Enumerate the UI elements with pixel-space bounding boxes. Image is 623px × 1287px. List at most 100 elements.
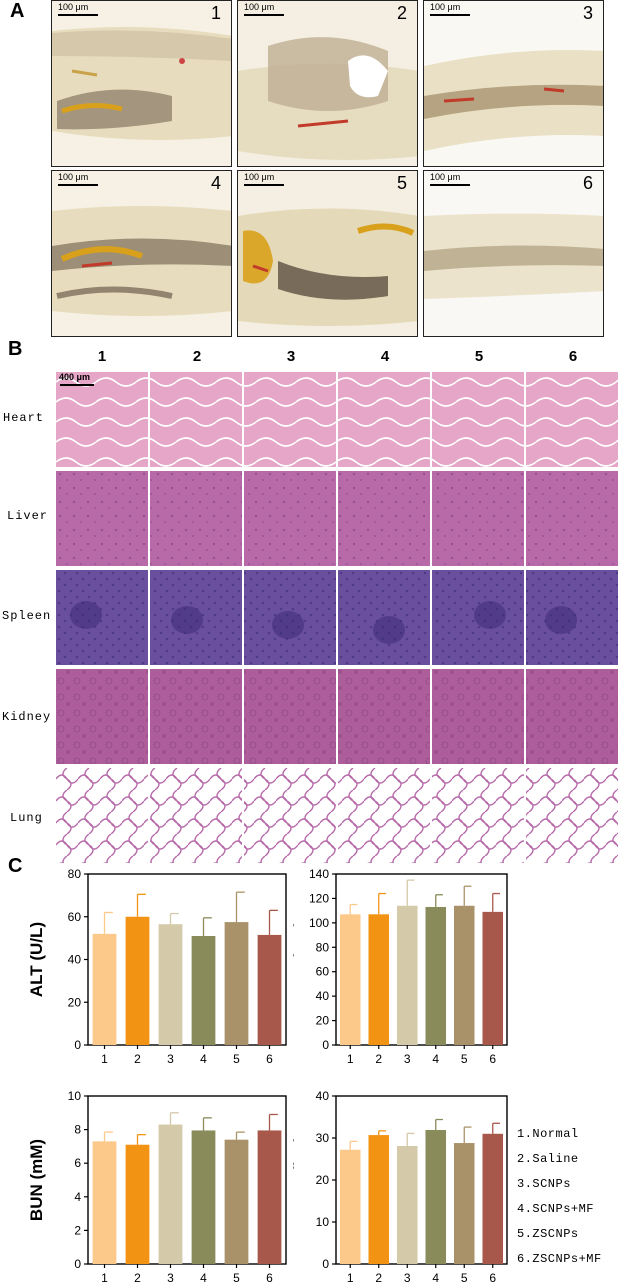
- x-tick-label: 3: [404, 1052, 411, 1066]
- y-tick-label: 10: [68, 1090, 82, 1103]
- tissue-tile-liver: [56, 471, 148, 566]
- bar: [92, 933, 117, 1045]
- scale-bar: [60, 384, 94, 386]
- y-tick-label: 60: [316, 965, 330, 979]
- tile-number: 6: [582, 173, 593, 193]
- scale-bar: [58, 184, 98, 186]
- y-tick-label: 60: [68, 910, 82, 924]
- scale-bar: [430, 14, 470, 16]
- chart-crea: 0 10 20 30 40 CREA (μM) 1 2 3 4 5 6: [293, 1090, 508, 1285]
- tissue-tile-liver: [244, 471, 336, 566]
- panel-b-letter: B: [8, 338, 23, 360]
- y-tick-label: 0: [74, 1038, 81, 1052]
- y-tick-label: 100: [309, 916, 329, 930]
- scale-bar-label: 100 μm: [58, 2, 89, 12]
- x-tick-label: 1: [347, 1271, 354, 1285]
- legend-item: 1.Normal: [517, 1127, 579, 1141]
- plot-frame: [335, 873, 508, 1046]
- x-tick-label: 2: [375, 1271, 382, 1285]
- plot-frame: [87, 1095, 287, 1265]
- bar: [158, 1124, 183, 1264]
- x-tick-label: 5: [461, 1052, 468, 1066]
- bar: [425, 906, 447, 1045]
- bar: [257, 1130, 282, 1264]
- chart-alt: 0 20 40 60 80 ALT (U/L) 1 2 3 4 5 6: [27, 868, 287, 1066]
- y-tick-label: 0: [74, 1257, 81, 1271]
- histology-tile-3: 100 μm 3: [423, 0, 604, 167]
- bar: [396, 905, 418, 1045]
- legend: 1.Normal 2.Saline 3.SCNPs 4.SCNPs+MF 5.Z…: [517, 1127, 602, 1277]
- y-tick-label: 20: [68, 995, 82, 1009]
- bar: [339, 1149, 361, 1264]
- bone-section-image: [424, 1, 603, 166]
- bar: [224, 1139, 249, 1264]
- tissue-tile-liver: [150, 471, 242, 566]
- plot-frame: [335, 1095, 508, 1265]
- tissue-tile-heart: [244, 372, 336, 467]
- row-label-lung: Lung: [10, 811, 43, 825]
- column-header: 1: [97, 348, 107, 365]
- bone-section-image: [424, 171, 603, 336]
- y-axis-label: ALT (U/L): [27, 922, 46, 997]
- scale-bar: [244, 184, 284, 186]
- panel-a-letter: A: [10, 0, 25, 22]
- y-tick-label: 8: [74, 1123, 81, 1137]
- y-axis-label: CREA (μM): [293, 1136, 294, 1224]
- bone-section-image: [52, 171, 231, 336]
- tissue-tile-lung: [526, 768, 618, 863]
- column-header: 3: [286, 348, 296, 365]
- y-tick-label: 30: [316, 1131, 330, 1145]
- panel-c-letter: C: [8, 855, 23, 877]
- x-tick-label: 1: [101, 1052, 108, 1066]
- tissue-tile-lung: [56, 768, 148, 863]
- histology-tile-4: 100 μm 4: [51, 170, 232, 337]
- scale-bar: [430, 184, 470, 186]
- x-tick-label: 2: [375, 1052, 382, 1066]
- tissue-tile-spleen: [56, 570, 148, 665]
- bar: [368, 1135, 390, 1264]
- chart-ast: 0 20 40 60 80 100 120 140 AST (U/L) 1 2 3 4 5 6: [293, 868, 508, 1066]
- y-tick-label: 120: [309, 891, 329, 905]
- x-tick-label: 6: [266, 1271, 273, 1285]
- x-tick-label: 1: [347, 1052, 354, 1066]
- scale-bar-label: 100 μm: [58, 172, 89, 182]
- tissue-tile-spleen: [338, 570, 430, 665]
- legend-item: 2.Saline: [517, 1152, 579, 1166]
- tissue-tile-spleen: [244, 570, 336, 665]
- tissue-tile-kidney: [244, 669, 336, 764]
- tissue-tile-liver: [432, 471, 524, 566]
- y-tick-label: 40: [316, 1090, 330, 1103]
- tissue-tile-kidney: [432, 669, 524, 764]
- y-tick-label: 40: [316, 989, 330, 1003]
- bar: [92, 1141, 117, 1264]
- bar: [425, 1130, 447, 1264]
- bar: [257, 934, 282, 1045]
- legend-item: 5.ZSCNPs: [517, 1227, 579, 1241]
- tissue-tile-heart: [338, 372, 430, 467]
- y-tick-label: 6: [74, 1156, 81, 1170]
- bone-section-image: [238, 171, 417, 336]
- tissue-tile-heart: [150, 372, 242, 467]
- bar: [482, 911, 504, 1045]
- column-header: 6: [568, 348, 578, 365]
- y-tick-label: 80: [68, 868, 82, 881]
- bar: [191, 935, 216, 1045]
- row-label-spleen: Spleen: [2, 609, 52, 623]
- tile-number: 2: [396, 3, 407, 23]
- x-tick-label: 2: [134, 1052, 141, 1066]
- y-tick-label: 0: [322, 1257, 329, 1271]
- x-tick-label: 3: [404, 1271, 411, 1285]
- tissue-tile-kidney: [56, 669, 148, 764]
- tissue-tile-liver: [338, 471, 430, 566]
- scale-bar: [244, 14, 284, 16]
- tissue-tile-spleen: [150, 570, 242, 665]
- x-tick-label: 5: [233, 1271, 240, 1285]
- tile-number: 4: [210, 173, 221, 193]
- y-tick-label: 40: [68, 953, 82, 967]
- tile-number: 1: [210, 3, 221, 23]
- tissue-tile-kidney: [150, 669, 242, 764]
- tissue-tile-lung: [432, 768, 524, 863]
- bone-section-image: [238, 1, 417, 166]
- row-label-liver: Liver: [7, 509, 49, 523]
- x-tick-label: 4: [432, 1271, 439, 1285]
